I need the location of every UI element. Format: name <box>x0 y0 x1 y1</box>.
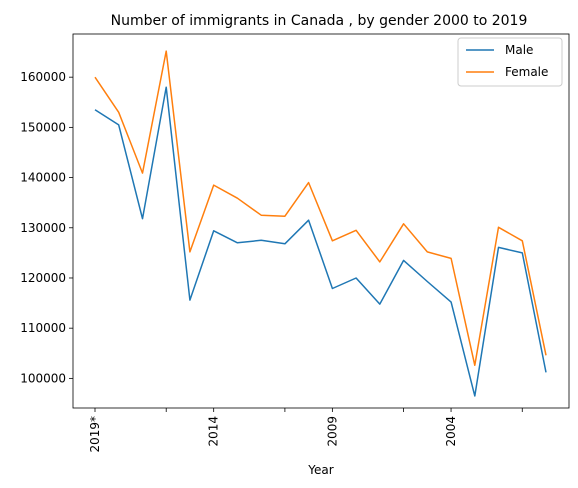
x-tick-label: 2014 <box>207 416 221 447</box>
y-tick-label: 130000 <box>20 221 66 235</box>
chart-title: Number of immigrants in Canada , by gend… <box>111 13 528 29</box>
y-axis: 100000 110000 120000 130000 140000 150000 1600… <box>20 70 73 385</box>
plot-frame <box>73 34 569 408</box>
y-tick-label: 160000 <box>20 70 66 84</box>
series-line-female <box>95 51 546 365</box>
series-line-male <box>95 87 546 396</box>
y-tick-label: 100000 <box>20 371 66 385</box>
x-tick-label: 2019* <box>88 416 102 453</box>
x-axis: 2019* 2014 2009 2004 <box>88 408 522 453</box>
x-tick-label: 2004 <box>444 416 458 447</box>
y-tick-label: 120000 <box>20 271 66 285</box>
legend-label-female: Female <box>505 65 548 79</box>
legend: Male Female <box>458 38 562 86</box>
legend-label-male: Male <box>505 43 533 57</box>
x-tick-label: 2009 <box>325 416 339 447</box>
y-tick-label: 140000 <box>20 171 66 185</box>
x-axis-label: Year <box>307 463 333 477</box>
y-tick-label: 110000 <box>20 321 66 335</box>
series-lines <box>95 51 546 396</box>
y-tick-label: 150000 <box>20 120 66 134</box>
